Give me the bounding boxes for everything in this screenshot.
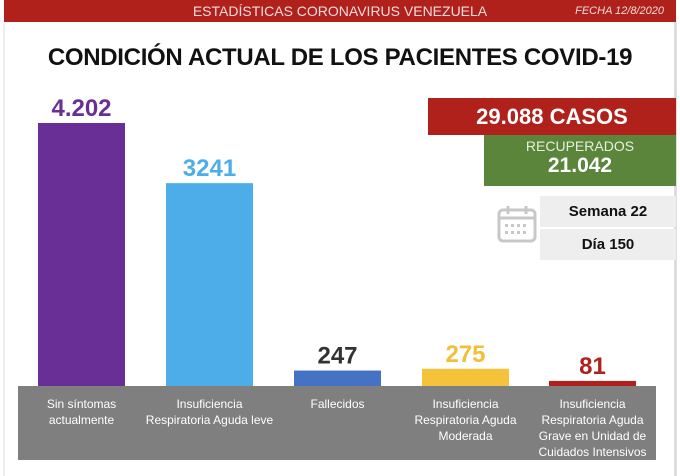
- category-label: Insuficiencia Respiratoria Aguda Moderad…: [414, 397, 517, 443]
- recovered-box: RECUPERADOS 21.042: [484, 135, 676, 186]
- calendar-icon: [497, 206, 537, 243]
- category-label: Sin síntomas actualmente: [46, 397, 117, 427]
- value-label: 247: [317, 343, 357, 370]
- category-label: Insuficiencia Respiratoria Aguda Grave e…: [538, 397, 647, 459]
- value-label: 275: [445, 341, 485, 368]
- total-cases-box: 29.088 CASOS: [428, 98, 676, 135]
- bar: [422, 368, 509, 386]
- bar: [166, 183, 253, 386]
- bar: [549, 380, 636, 386]
- header-bar: ESTADÍSTICAS CORONAVIRUS VENEZUELA FECHA…: [4, 0, 676, 22]
- category-label: Insuficiencia Respiratoria Aguda leve: [145, 397, 274, 427]
- recovered-label: RECUPERADOS: [525, 138, 635, 154]
- header-date: FECHA 12/8/2020: [575, 5, 664, 17]
- day-box: Día 150: [540, 229, 676, 260]
- category-label: Fallecidos: [310, 397, 365, 411]
- header-title: ESTADÍSTICAS CORONAVIRUS VENEZUELA: [192, 3, 488, 19]
- category-band: [18, 386, 656, 460]
- value-label: 4.202: [51, 95, 111, 122]
- bar: [38, 123, 125, 386]
- frame-left: [3, 22, 5, 476]
- chart-title: CONDICIÓN ACTUAL DE LOS PACIENTES COVID-…: [47, 44, 633, 71]
- value-label: 81: [579, 353, 606, 380]
- bar: [294, 370, 381, 386]
- week-box: Semana 22: [540, 196, 676, 227]
- value-label: 3241: [183, 155, 236, 182]
- recovered-value: 21.042: [547, 154, 613, 177]
